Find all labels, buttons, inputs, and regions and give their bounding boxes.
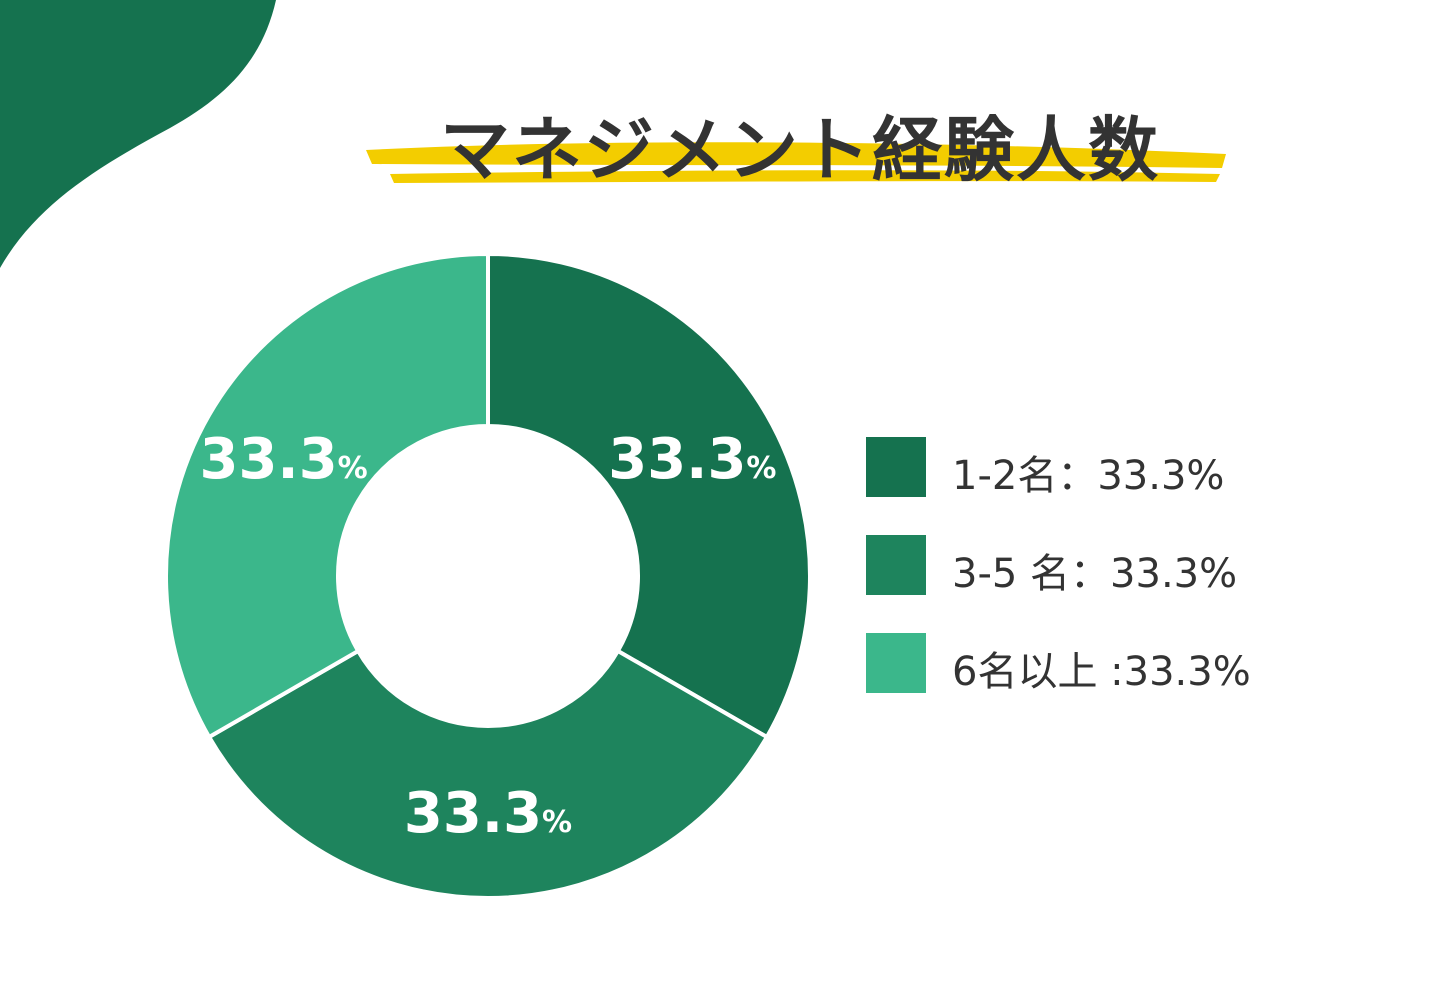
title-highlight-stroke [366,142,1226,183]
donut-labels: 33.3%33.3%33.3% [200,427,777,846]
donut-slices [164,251,812,900]
chart-title-block: マネジメント経験人数 [360,80,1240,200]
donut-slice-2 [206,648,770,900]
donut-chart: 33.3%33.3%33.3% [164,251,812,900]
donut-slice-1 [486,251,812,740]
legend-label: 1-2名：33.3% [952,453,1225,499]
slice-label-value: 33.3 [608,427,746,492]
legend-swatch [866,437,926,497]
slice-label-unit: % [542,805,572,840]
donut-slice-label-2: 33.3% [404,781,572,846]
legend-swatch [866,535,926,595]
donut-slice-3 [164,251,490,740]
corner-decoration [0,0,276,268]
slice-label-unit: % [338,451,368,486]
slice-label-unit: % [746,451,776,486]
legend-label: 3-5 名：33.3% [952,551,1238,597]
slice-label-value: 33.3 [200,427,338,492]
chart-title: マネジメント経験人数 [440,109,1160,191]
donut-slice-label-3: 33.3% [200,427,368,492]
corner-shape [0,0,276,268]
slice-label-value: 33.3 [404,781,542,846]
legend-swatch [866,633,926,693]
legend-label: 6名以上 :33.3% [952,649,1251,695]
donut-slice-label-1: 33.3% [608,427,776,492]
